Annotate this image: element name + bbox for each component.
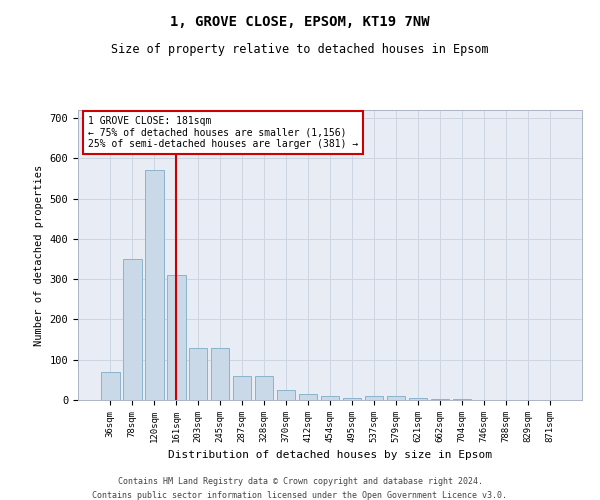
Text: Contains public sector information licensed under the Open Government Licence v3: Contains public sector information licen… (92, 491, 508, 500)
Y-axis label: Number of detached properties: Number of detached properties (34, 164, 44, 346)
X-axis label: Distribution of detached houses by size in Epsom: Distribution of detached houses by size … (168, 450, 492, 460)
Bar (386, 396, 405, 400)
Text: 1 GROVE CLOSE: 181sqm
← 75% of detached houses are smaller (1,156)
25% of semi-d: 1 GROVE CLOSE: 181sqm ← 75% of detached … (88, 116, 358, 149)
Bar (145, 170, 164, 400)
Bar (320, 396, 340, 400)
Bar (189, 348, 208, 400)
Bar (255, 376, 274, 400)
Bar (167, 275, 185, 400)
Bar (277, 390, 295, 400)
Bar (409, 398, 427, 400)
Bar (452, 399, 471, 400)
Bar (299, 394, 317, 400)
Bar (233, 376, 251, 400)
Bar (343, 398, 361, 400)
Bar (123, 259, 142, 400)
Text: 1, GROVE CLOSE, EPSOM, KT19 7NW: 1, GROVE CLOSE, EPSOM, KT19 7NW (170, 15, 430, 29)
Bar (101, 372, 119, 400)
Bar (431, 399, 449, 400)
Text: Size of property relative to detached houses in Epsom: Size of property relative to detached ho… (111, 42, 489, 56)
Text: Contains HM Land Registry data © Crown copyright and database right 2024.: Contains HM Land Registry data © Crown c… (118, 478, 482, 486)
Bar (211, 348, 229, 400)
Bar (365, 396, 383, 400)
